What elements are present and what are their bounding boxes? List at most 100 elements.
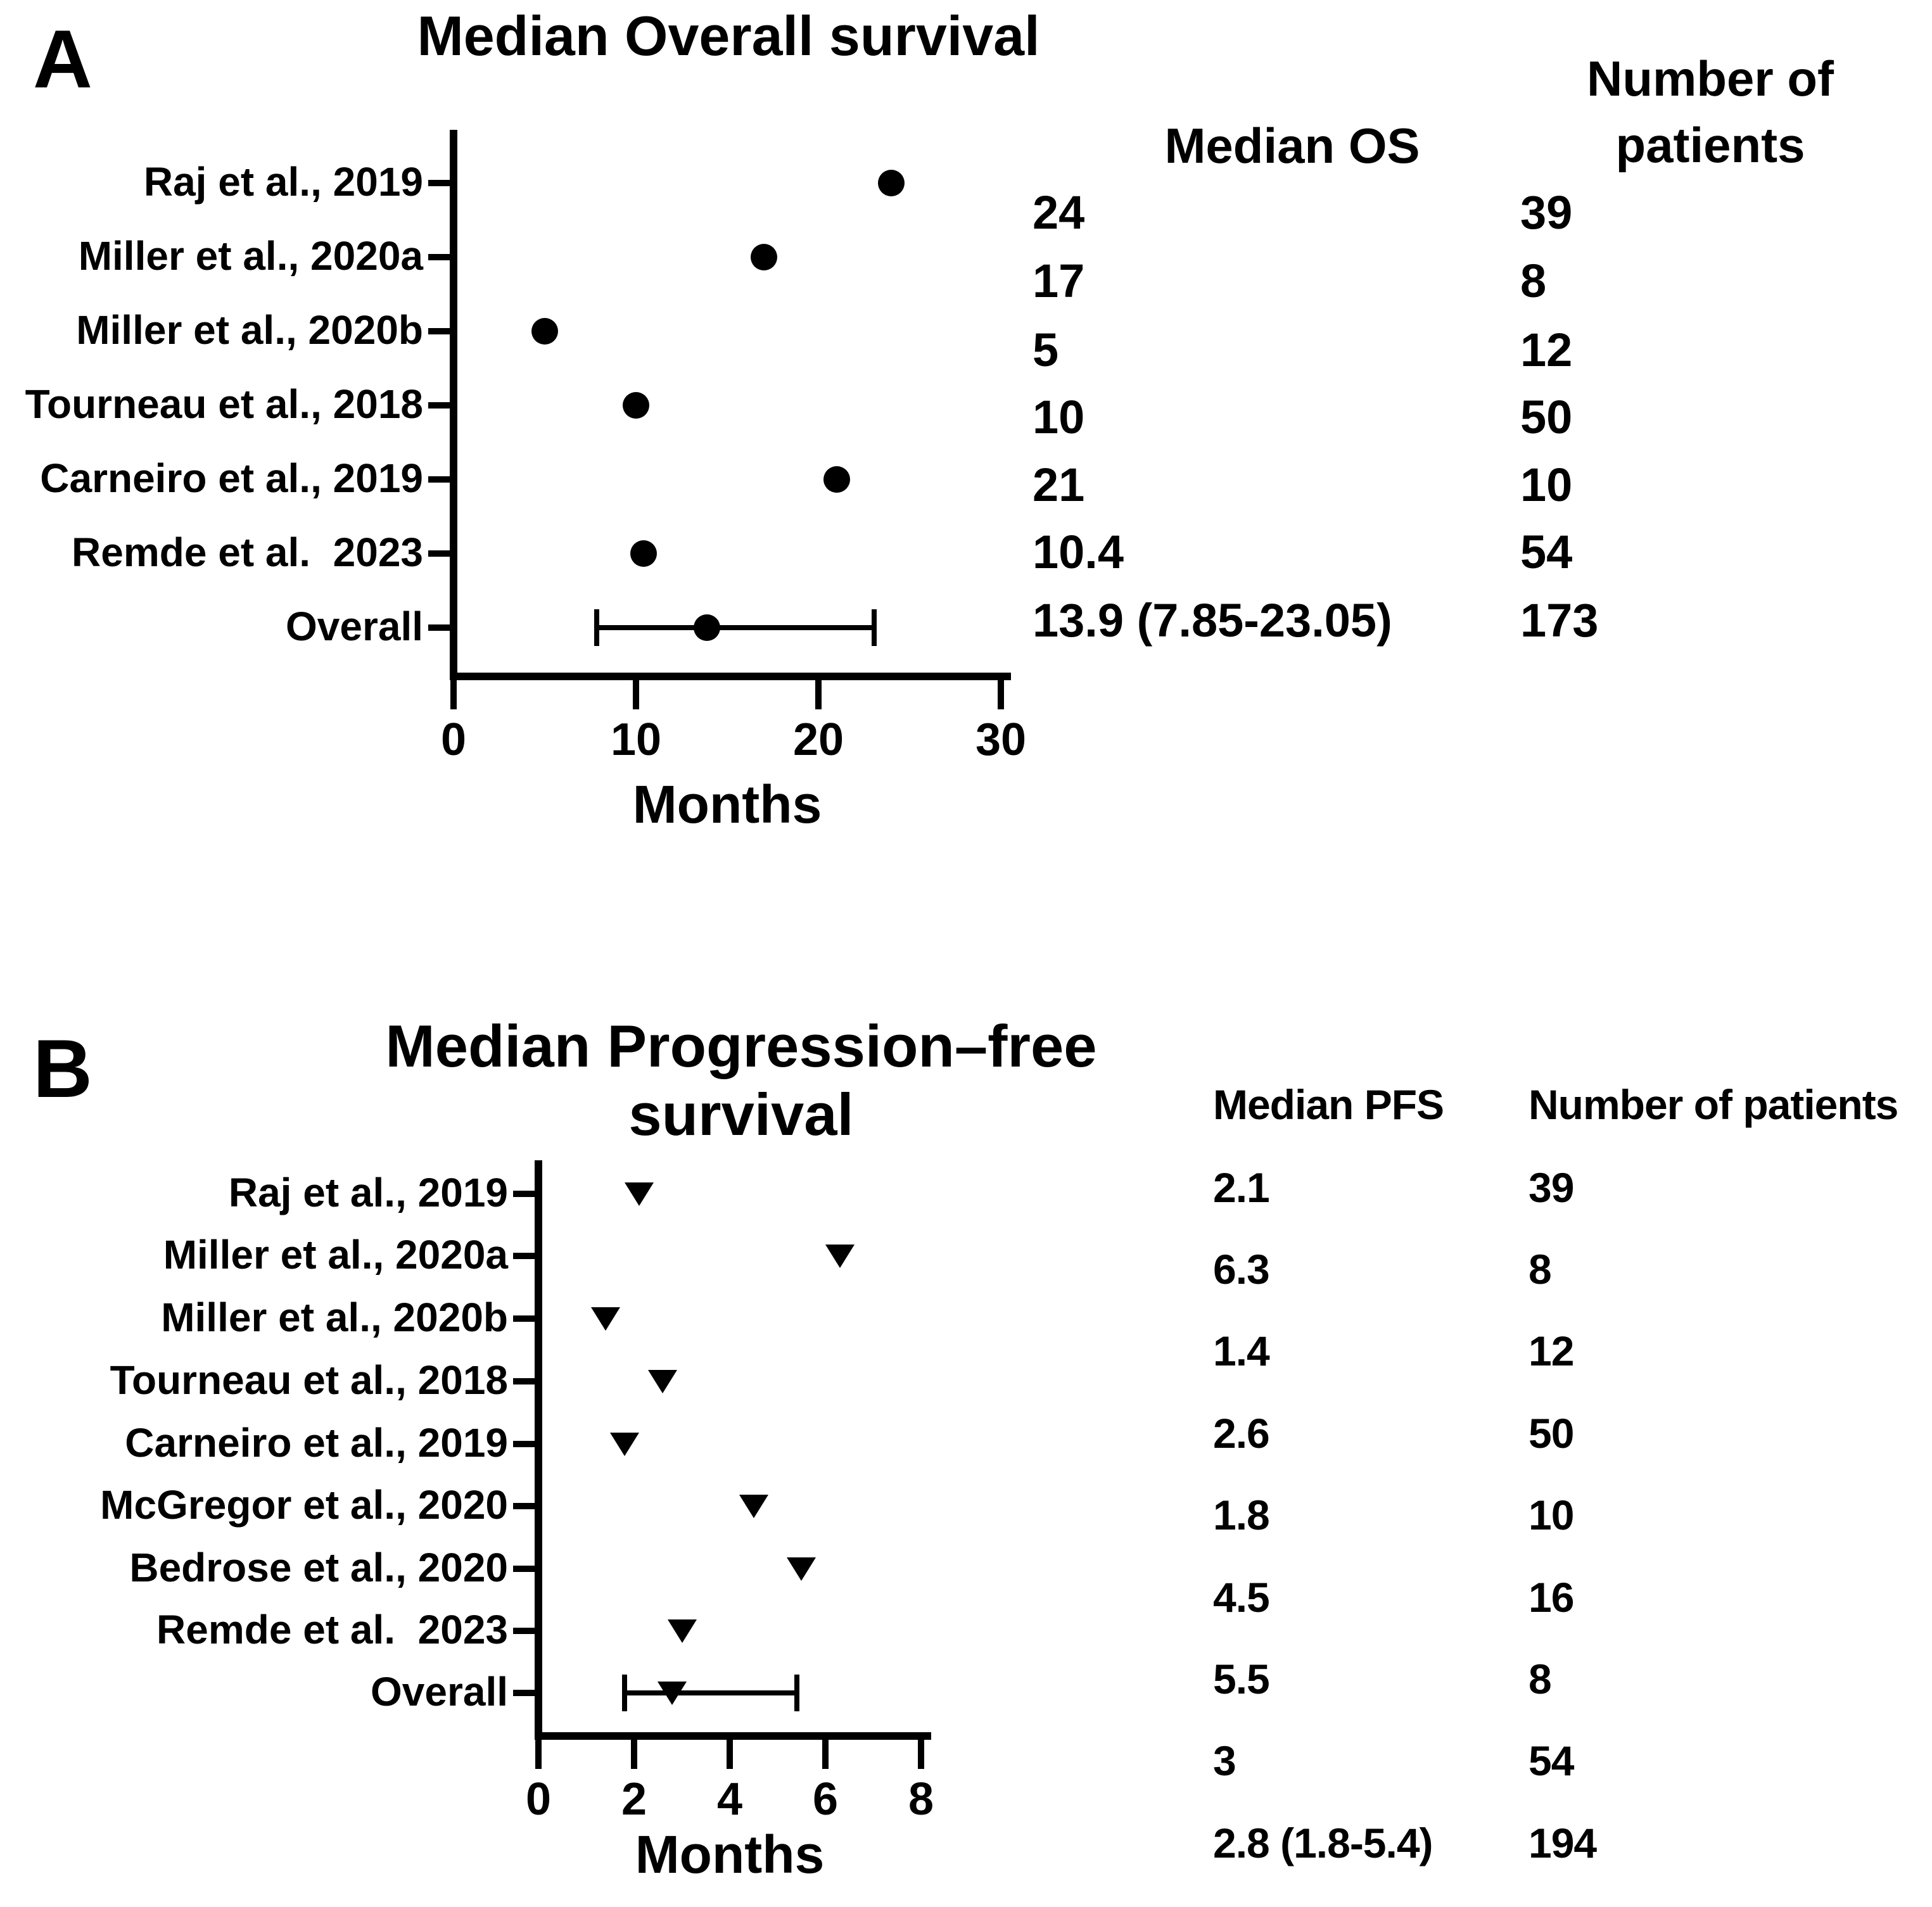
table-n-value: 39: [1520, 186, 1573, 239]
table-median-value: 5.5: [1213, 1656, 1270, 1702]
x-tick-label: 6: [812, 1774, 839, 1825]
panel-b-median-pfs-header: Median PFS: [1213, 1081, 1444, 1128]
panel-a-median-os-header: Median OS: [1164, 118, 1420, 174]
x-tick: [535, 1740, 542, 1769]
y-axis: [450, 130, 457, 680]
panel-a-title: Median Overall survival: [417, 4, 1040, 67]
table-median-value: 13.9 (7.85-23.05): [1033, 594, 1392, 647]
x-tick-label: 10: [610, 714, 662, 765]
study-label: Raj et al., 2019: [228, 1170, 508, 1215]
table-n-value: 8: [1528, 1246, 1552, 1293]
x-tick: [998, 680, 1004, 709]
table-n-value: 50: [1520, 391, 1573, 443]
table-n-value: 54: [1528, 1737, 1574, 1784]
os-dot-marker: [823, 466, 850, 493]
row-tick: [428, 624, 454, 631]
table-median-value: 6.3: [1213, 1246, 1270, 1293]
table-median-value: 2.1: [1213, 1164, 1270, 1211]
error-bar-right-cap: [871, 609, 877, 646]
x-tick: [815, 680, 822, 709]
os-dot-marker: [623, 392, 649, 419]
row-tick: [428, 476, 454, 483]
table-n-value: 173: [1520, 594, 1599, 647]
os-dot-marker: [630, 540, 657, 567]
study-label: Remde et al. 2023: [156, 1607, 508, 1652]
row-tick: [428, 328, 454, 334]
x-tick-label: 30: [975, 714, 1027, 765]
study-label: Carneiro et al., 2019: [40, 455, 423, 501]
os-dot-marker: [694, 614, 721, 641]
header-line-1: Number of: [1587, 51, 1834, 106]
pfs-triangle-marker: [658, 1682, 687, 1705]
table-n-value: 12: [1520, 324, 1573, 376]
x-axis: [535, 1732, 931, 1740]
table-n-value: 39: [1528, 1164, 1574, 1211]
study-label: Raj et al., 2019: [143, 159, 423, 205]
table-median-value: 1.8: [1213, 1492, 1270, 1538]
study-label: Miller et al., 2020a: [163, 1232, 508, 1277]
row-tick: [513, 1628, 538, 1634]
table-n-value: 10: [1528, 1492, 1574, 1538]
table-n-value: 8: [1528, 1656, 1552, 1702]
error-bar-line: [597, 625, 874, 630]
row-tick: [513, 1315, 538, 1322]
error-bar-right-cap: [794, 1675, 799, 1711]
row-tick: [428, 180, 454, 186]
panel-b-title: Median Progression–free survival: [385, 1013, 1097, 1148]
y-axis: [535, 1160, 542, 1740]
study-label: Tourneau et al., 2018: [110, 1357, 508, 1403]
table-median-value: 21: [1033, 459, 1085, 511]
x-tick: [727, 1740, 733, 1769]
table-median-value: 2.6: [1213, 1410, 1270, 1457]
table-n-value: 194: [1528, 1820, 1597, 1866]
row-tick: [513, 1441, 538, 1447]
study-label: Overall: [370, 1669, 508, 1714]
x-tick: [918, 1740, 924, 1769]
x-tick: [631, 1740, 637, 1769]
row-tick: [513, 1503, 538, 1509]
table-median-value: 4.5: [1213, 1574, 1270, 1621]
table-median-value: 10: [1033, 391, 1085, 443]
x-tick-label: 2: [621, 1774, 647, 1825]
table-median-value: 17: [1033, 255, 1085, 307]
study-label: Remde et al. 2023: [72, 529, 423, 575]
panel-a-letter: A: [33, 13, 92, 105]
row-tick: [513, 1253, 538, 1259]
study-label: McGregor et al., 2020: [100, 1482, 508, 1528]
table-median-value: 24: [1033, 186, 1085, 239]
table-n-value: 54: [1520, 526, 1573, 578]
row-tick: [513, 1566, 538, 1572]
error-bar-left-cap: [594, 609, 600, 646]
study-label: Overall: [285, 604, 423, 649]
x-axis: [450, 673, 1011, 680]
header-line-2: patients: [1615, 117, 1805, 174]
study-label: Bedrose et al., 2020: [129, 1545, 508, 1590]
panel-b-x-axis-title: Months: [635, 1825, 825, 1884]
panel-a-x-axis-title: Months: [632, 775, 822, 834]
pfs-triangle-marker: [667, 1619, 697, 1643]
row-tick: [428, 550, 454, 557]
x-tick: [450, 680, 457, 709]
panel-a-number-of-patients-header: Number of patients: [1546, 46, 1875, 179]
study-label: Carneiro et al., 2019: [125, 1420, 508, 1466]
table-median-value: 5: [1033, 324, 1059, 376]
study-label: Tourneau et al., 2018: [25, 381, 423, 427]
os-dot-marker: [750, 244, 777, 270]
table-n-value: 10: [1520, 459, 1573, 511]
os-dot-marker: [531, 318, 558, 345]
x-tick: [822, 1740, 829, 1769]
x-tick-label: 20: [792, 714, 844, 765]
pfs-triangle-marker: [624, 1182, 654, 1206]
table-median-value: 1.4: [1213, 1327, 1270, 1374]
study-label: Miller et al., 2020a: [78, 233, 423, 279]
pfs-triangle-marker: [609, 1433, 639, 1456]
x-tick-label: 8: [908, 1774, 934, 1825]
x-tick-label: 4: [716, 1774, 743, 1825]
table-median-value: 10.4: [1033, 526, 1124, 578]
panel-b-letter: B: [33, 1022, 92, 1115]
row-tick: [513, 1690, 538, 1696]
x-tick: [633, 680, 639, 709]
table-n-value: 16: [1528, 1574, 1574, 1621]
table-n-value: 8: [1520, 255, 1547, 307]
